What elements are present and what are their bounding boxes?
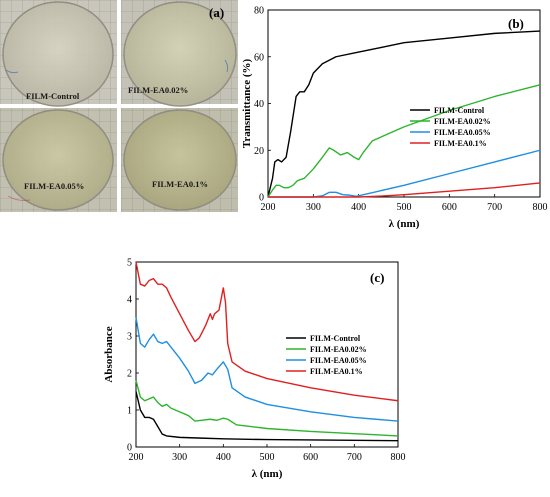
transmittance-x-tick-label: 400 (351, 202, 366, 213)
transmittance-legend-label-0: FILM-Control (434, 106, 485, 115)
transmittance-y-tick-label: 40 (254, 99, 264, 110)
film-ea002-sample (123, 1, 237, 107)
transmittance-y-tick-label: 20 (254, 146, 264, 157)
absorbance-legend-label-3: FILM-EA0.1% (310, 367, 363, 376)
transmittance-series-line-1 (267, 84, 541, 198)
film-control-sample (2, 1, 114, 107)
transmittance-y-axis-label: Transmittance (%) (241, 59, 253, 149)
transmittance-x-tick-label: 800 (533, 202, 548, 213)
transmittance-y-tick-label: 0 (259, 193, 264, 204)
transmittance-plot-frame (267, 9, 541, 198)
transmittance-panel-label: (b) (508, 16, 524, 31)
panel-a-label: (a) (209, 5, 224, 20)
absorbance-x-tick-label: 400 (216, 452, 231, 463)
transmittance-x-tick-label: 600 (442, 202, 457, 213)
film-ea01-sample (123, 109, 237, 211)
sample-label-ea01: FILM-EA0.1% (152, 179, 208, 189)
film-ea005-sample (2, 109, 114, 211)
absorbance-x-tick-label: 800 (391, 452, 406, 463)
absorbance-x-tick-label: 700 (347, 452, 362, 463)
absorbance-x-axis-label: λ (nm) (252, 468, 283, 480)
transmittance-series-line-2 (268, 149, 541, 198)
transmittance-y-tick-label: 60 (254, 52, 264, 63)
absorbance-y-tick-label: 5 (127, 258, 132, 269)
absorbance-y-tick-label: 0 (127, 443, 132, 454)
absorbance-y-axis-label: Absorbance (103, 326, 115, 382)
transmittance-x-tick-label: 700 (487, 202, 502, 213)
transmittance-x-axis-label: λ (nm) (389, 218, 420, 230)
absorbance-x-tick-label: 600 (303, 452, 318, 463)
transmittance-x-tick-label: 500 (397, 202, 412, 213)
absorbance-series-line-3 (135, 261, 399, 402)
transmittance-legend-label-3: FILM-EA0.1% (434, 139, 487, 148)
absorbance-x-tick-label: 500 (260, 452, 275, 463)
absorbance-legend-label-1: FILM-EA0.02% (310, 345, 367, 354)
absorbance-x-tick-label: 300 (172, 452, 187, 463)
transmittance-chart: 200 300 400 500 600 700 800 0 20 40 60 80 λ (nm) Tran… (238, 0, 550, 245)
absorbance-y-tick-label: 2 (127, 369, 132, 380)
transmittance-chart-svg: 200 300 400 500 600 700 800 0 20 40 60 80 λ (nm) Tran… (241, 6, 548, 231)
absorbance-legend-label-2: FILM-EA0.05% (310, 356, 367, 365)
transmittance-y-tick-label: 80 (254, 6, 264, 17)
absorbance-chart: 200 300 400 500 600 700 800 0 1 2 3 4 5 λ (nm) Absorba… (96, 252, 426, 492)
absorbance-series-line-2 (135, 317, 399, 422)
transmittance-x-tick-label: 300 (306, 202, 321, 213)
absorbance-y-tick-label: 1 (127, 406, 132, 417)
absorbance-series-line-1 (135, 380, 399, 437)
photo-grid: FILM-Control FILM-EA0.02% FILM-EA0.05% F… (0, 0, 238, 212)
transmittance-x-tick-label: 200 (261, 202, 276, 213)
absorbance-y-tick-label: 3 (127, 332, 132, 343)
absorbance-series-line-0 (135, 391, 399, 442)
photo-panel: FILM-Control FILM-EA0.02% FILM-EA0.05% F… (0, 0, 238, 212)
absorbance-panel-label: (c) (370, 270, 384, 285)
absorbance-plot-frame (135, 261, 399, 448)
sample-label-ea002: FILM-EA0.02% (128, 85, 188, 95)
transmittance-legend-label-2: FILM-EA0.05% (434, 128, 491, 137)
absorbance-x-tick-label: 200 (129, 452, 144, 463)
transmittance-series-line-3 (268, 182, 541, 198)
transmittance-series-line-0 (267, 30, 541, 198)
absorbance-chart-svg: 200 300 400 500 600 700 800 0 1 2 3 4 5 λ (nm) Absorba… (103, 258, 406, 481)
absorbance-legend-label-0: FILM-Control (310, 334, 361, 343)
sample-label-ea005: FILM-EA0.05% (24, 181, 84, 191)
transmittance-legend-label-1: FILM-EA0.02% (434, 117, 491, 126)
absorbance-y-tick-label: 4 (127, 295, 132, 306)
sample-label-control: FILM-Control (26, 91, 80, 101)
